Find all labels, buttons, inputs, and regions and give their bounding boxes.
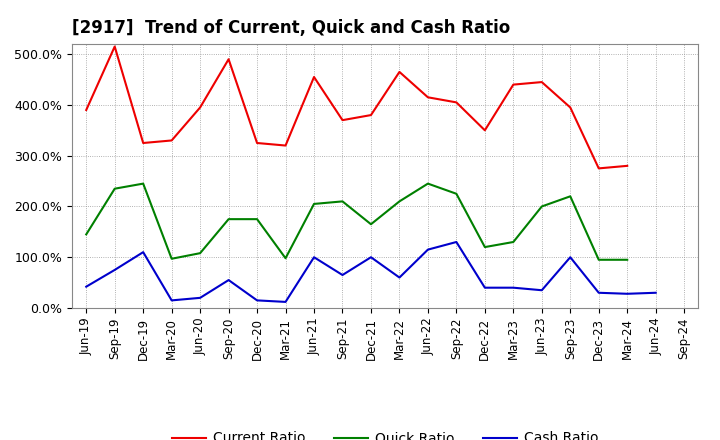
Cash Ratio xyxy=(253,298,261,303)
Cash Ratio xyxy=(423,247,432,252)
Quick Ratio xyxy=(110,186,119,191)
Current Ratio xyxy=(225,57,233,62)
Quick Ratio xyxy=(566,194,575,199)
Current Ratio xyxy=(139,140,148,146)
Quick Ratio xyxy=(338,199,347,204)
Cash Ratio xyxy=(110,267,119,272)
Quick Ratio xyxy=(196,250,204,256)
Cash Ratio xyxy=(139,249,148,255)
Current Ratio xyxy=(196,105,204,110)
Cash Ratio xyxy=(537,288,546,293)
Quick Ratio xyxy=(480,245,489,250)
Current Ratio xyxy=(537,80,546,85)
Cash Ratio xyxy=(196,295,204,301)
Current Ratio xyxy=(110,44,119,49)
Quick Ratio xyxy=(310,201,318,206)
Quick Ratio xyxy=(623,257,631,262)
Cash Ratio xyxy=(310,255,318,260)
Cash Ratio xyxy=(395,275,404,280)
Cash Ratio xyxy=(595,290,603,295)
Current Ratio xyxy=(566,105,575,110)
Quick Ratio xyxy=(595,257,603,262)
Cash Ratio xyxy=(452,239,461,245)
Cash Ratio xyxy=(509,285,518,290)
Quick Ratio xyxy=(82,232,91,237)
Current Ratio xyxy=(253,140,261,146)
Current Ratio xyxy=(366,113,375,118)
Quick Ratio xyxy=(253,216,261,222)
Quick Ratio xyxy=(139,181,148,186)
Cash Ratio xyxy=(652,290,660,295)
Cash Ratio xyxy=(82,284,91,290)
Quick Ratio xyxy=(423,181,432,186)
Quick Ratio xyxy=(167,256,176,261)
Current Ratio xyxy=(282,143,290,148)
Cash Ratio xyxy=(225,278,233,283)
Cash Ratio xyxy=(623,291,631,297)
Cash Ratio xyxy=(366,255,375,260)
Quick Ratio xyxy=(225,216,233,222)
Quick Ratio xyxy=(509,239,518,245)
Legend: Current Ratio, Quick Ratio, Cash Ratio: Current Ratio, Quick Ratio, Cash Ratio xyxy=(166,426,604,440)
Text: [2917]  Trend of Current, Quick and Cash Ratio: [2917] Trend of Current, Quick and Cash … xyxy=(72,19,510,37)
Line: Cash Ratio: Cash Ratio xyxy=(86,242,656,302)
Current Ratio xyxy=(82,107,91,113)
Current Ratio xyxy=(509,82,518,87)
Quick Ratio xyxy=(395,199,404,204)
Cash Ratio xyxy=(480,285,489,290)
Current Ratio xyxy=(338,117,347,123)
Cash Ratio xyxy=(282,299,290,304)
Cash Ratio xyxy=(167,298,176,303)
Current Ratio xyxy=(310,74,318,80)
Current Ratio xyxy=(623,163,631,169)
Cash Ratio xyxy=(338,272,347,278)
Quick Ratio xyxy=(537,204,546,209)
Current Ratio xyxy=(452,100,461,105)
Current Ratio xyxy=(395,69,404,74)
Cash Ratio xyxy=(566,255,575,260)
Quick Ratio xyxy=(366,222,375,227)
Quick Ratio xyxy=(282,256,290,261)
Current Ratio xyxy=(167,138,176,143)
Line: Quick Ratio: Quick Ratio xyxy=(86,183,627,260)
Quick Ratio xyxy=(452,191,461,196)
Line: Current Ratio: Current Ratio xyxy=(86,47,627,169)
Current Ratio xyxy=(423,95,432,100)
Current Ratio xyxy=(595,166,603,171)
Current Ratio xyxy=(480,128,489,133)
